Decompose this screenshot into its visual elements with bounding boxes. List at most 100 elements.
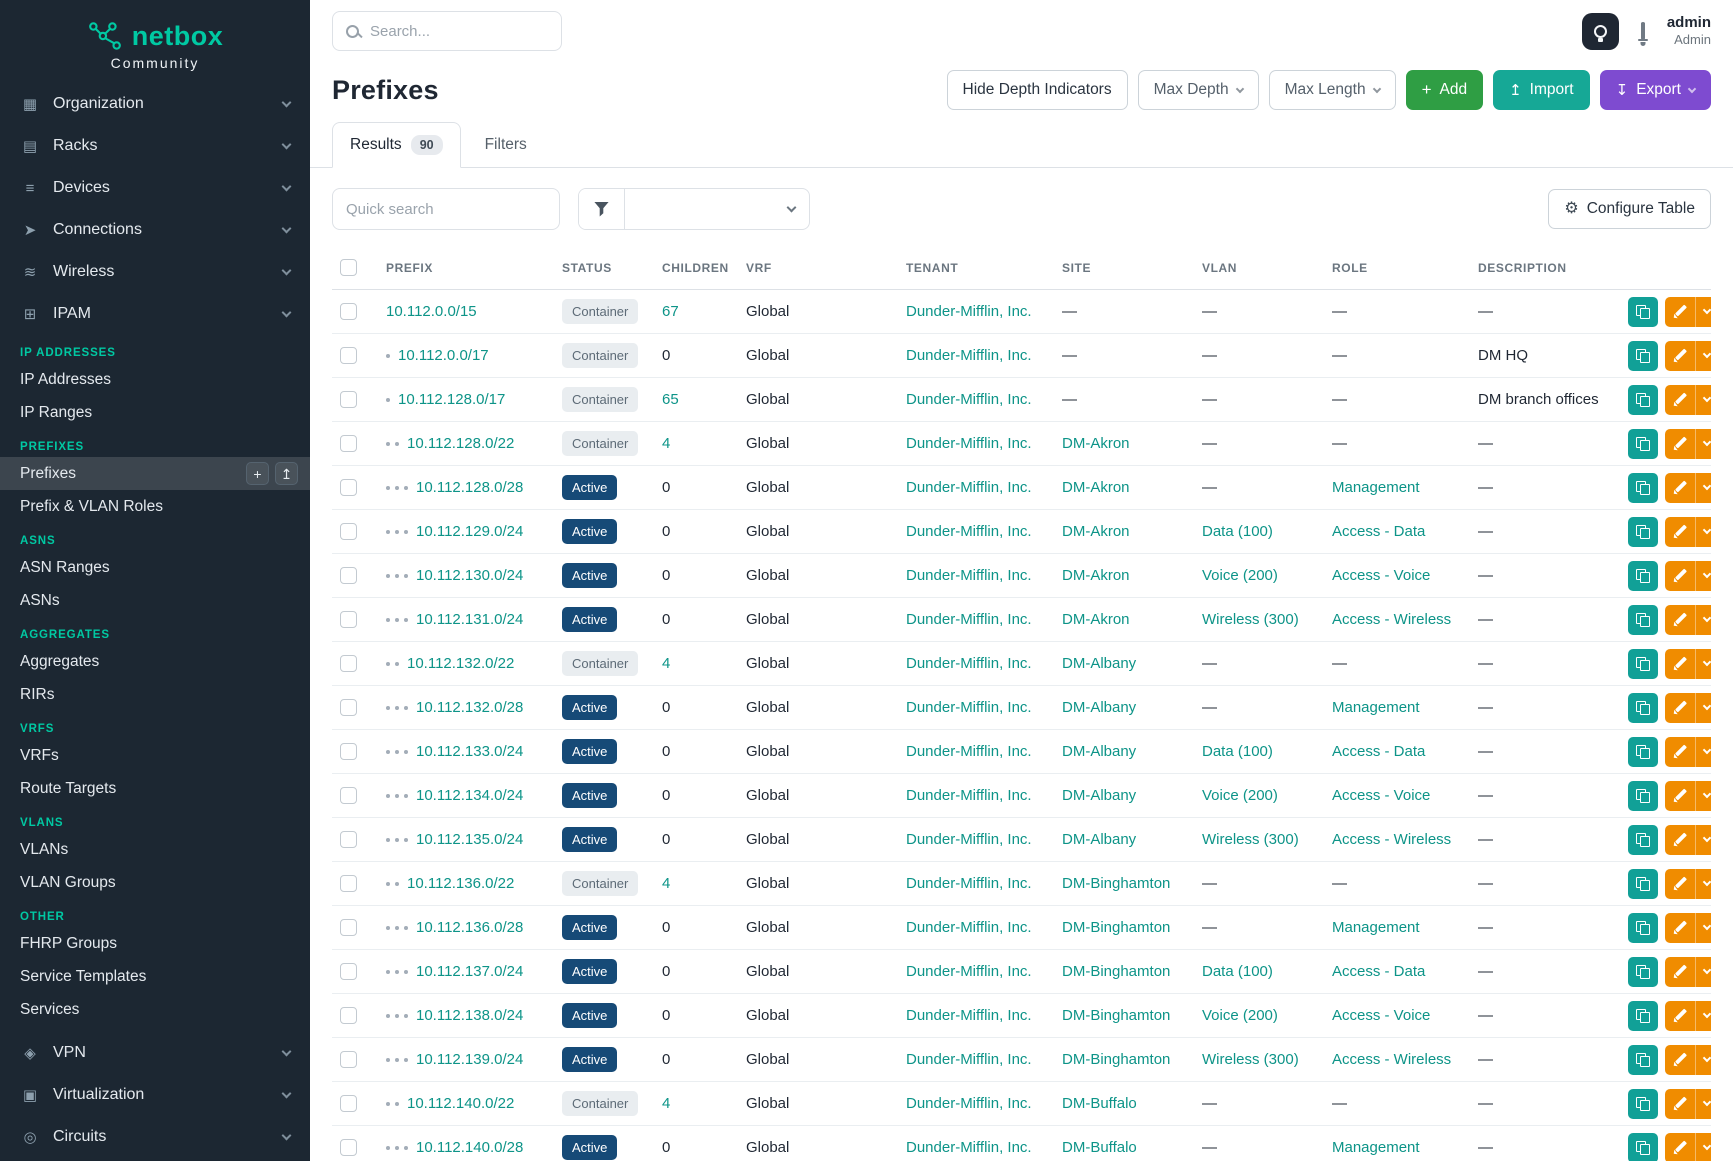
quick-search-input[interactable] — [332, 188, 560, 230]
edit-dropdown-button[interactable] — [1695, 956, 1711, 987]
edit-button[interactable] — [1665, 340, 1695, 371]
prefix-link[interactable]: 10.112.132.0/22 — [407, 655, 515, 672]
sidebar-item[interactable]: VLAN Groups — [0, 866, 310, 899]
children-count[interactable]: 4 — [662, 655, 671, 672]
edit-dropdown-button[interactable] — [1695, 692, 1711, 723]
copy-button[interactable] — [1628, 516, 1658, 547]
site-link[interactable]: DM-Akron — [1062, 435, 1130, 452]
sidebar-nav-item[interactable]: ▣ Virtualization — [0, 1074, 310, 1116]
edit-button[interactable] — [1665, 692, 1695, 723]
logo-block[interactable]: netbox Community — [0, 0, 310, 83]
tenant-link[interactable]: Dunder-Mifflin, Inc. — [906, 523, 1032, 540]
role-link[interactable]: Management — [1332, 699, 1420, 716]
edit-dropdown-button[interactable] — [1695, 1132, 1711, 1161]
prefix-link[interactable]: 10.112.131.0/24 — [416, 611, 524, 628]
vlan-link[interactable]: Data (100) — [1202, 743, 1273, 760]
edit-button[interactable] — [1665, 1088, 1695, 1119]
site-link[interactable]: DM-Akron — [1062, 479, 1130, 496]
site-link[interactable]: DM-Buffalo — [1062, 1095, 1137, 1112]
sidebar-nav-item[interactable]: ▦ Organization — [0, 83, 310, 125]
sidebar-nav-item[interactable]: ≋ Wireless — [0, 251, 310, 293]
role-link[interactable]: Management — [1332, 919, 1420, 936]
sidebar-nav-item[interactable]: ◎ Circuits — [0, 1116, 310, 1158]
site-link[interactable]: DM-Akron — [1062, 567, 1130, 584]
site-link[interactable]: DM-Akron — [1062, 611, 1130, 628]
prefix-link[interactable]: 10.112.130.0/24 — [416, 567, 524, 584]
tenant-link[interactable]: Dunder-Mifflin, Inc. — [906, 1139, 1032, 1156]
copy-button[interactable] — [1628, 956, 1658, 987]
edit-button[interactable] — [1665, 472, 1695, 503]
row-checkbox[interactable] — [340, 303, 357, 321]
vlan-link[interactable]: Wireless (300) — [1202, 611, 1299, 628]
role-link[interactable]: Access - Voice — [1332, 787, 1431, 804]
tenant-link[interactable]: Dunder-Mifflin, Inc. — [906, 963, 1032, 980]
children-count[interactable]: 67 — [662, 303, 679, 320]
row-checkbox[interactable] — [340, 963, 357, 981]
role-link[interactable]: Access - Wireless — [1332, 1051, 1452, 1068]
edit-button[interactable] — [1665, 736, 1695, 767]
edit-dropdown-button[interactable] — [1695, 648, 1711, 679]
tab[interactable]: Results 90 — [332, 122, 461, 168]
tenant-link[interactable]: Dunder-Mifflin, Inc. — [906, 1007, 1032, 1024]
tenant-link[interactable]: Dunder-Mifflin, Inc. — [906, 787, 1032, 804]
edit-dropdown-button[interactable] — [1695, 296, 1711, 327]
tenant-link[interactable]: Dunder-Mifflin, Inc. — [906, 479, 1032, 496]
sidebar-item[interactable]: FHRP Groups — [0, 927, 310, 960]
site-link[interactable]: DM-Binghamton — [1062, 919, 1171, 936]
prefix-link[interactable]: 10.112.136.0/28 — [416, 919, 524, 936]
notifications-button[interactable] — [1637, 20, 1649, 43]
copy-button[interactable] — [1628, 692, 1658, 723]
edit-button[interactable] — [1665, 824, 1695, 855]
column-header-role[interactable]: ROLE — [1324, 246, 1470, 290]
prefix-link[interactable]: 10.112.140.0/22 — [407, 1095, 515, 1112]
vlan-link[interactable]: Voice (200) — [1202, 787, 1278, 804]
edit-button[interactable] — [1665, 648, 1695, 679]
prefix-link[interactable]: 10.112.134.0/24 — [416, 787, 524, 804]
edit-dropdown-button[interactable] — [1695, 1000, 1711, 1031]
sidebar-item[interactable]: VRFs — [0, 739, 310, 772]
site-link[interactable]: DM-Binghamton — [1062, 1051, 1171, 1068]
copy-button[interactable] — [1628, 1044, 1658, 1075]
sidebar-nav-item[interactable]: ◈ VPN — [0, 1032, 310, 1074]
prefix-link[interactable]: 10.112.140.0/28 — [416, 1139, 524, 1156]
tenant-link[interactable]: Dunder-Mifflin, Inc. — [906, 875, 1032, 892]
sidebar-item[interactable]: VLANs — [0, 833, 310, 866]
copy-button[interactable] — [1628, 736, 1658, 767]
vlan-link[interactable]: Wireless (300) — [1202, 1051, 1299, 1068]
quick-add-button[interactable] — [246, 462, 269, 485]
column-header-description[interactable]: DESCRIPTION — [1470, 246, 1620, 290]
edit-button[interactable] — [1665, 428, 1695, 459]
tenant-link[interactable]: Dunder-Mifflin, Inc. — [906, 699, 1032, 716]
copy-button[interactable] — [1628, 1132, 1658, 1161]
prefix-link[interactable]: 10.112.128.0/22 — [407, 435, 515, 452]
edit-button[interactable] — [1665, 516, 1695, 547]
edit-button[interactable] — [1665, 296, 1695, 327]
sidebar-item[interactable]: Aggregates — [0, 645, 310, 678]
children-count[interactable]: 4 — [662, 875, 671, 892]
children-count[interactable]: 65 — [662, 391, 679, 408]
edit-dropdown-button[interactable] — [1695, 736, 1711, 767]
vlan-link[interactable]: Wireless (300) — [1202, 831, 1299, 848]
edit-dropdown-button[interactable] — [1695, 1088, 1711, 1119]
row-checkbox[interactable] — [340, 567, 357, 585]
sidebar-item[interactable]: Prefixes — [0, 457, 310, 490]
prefix-link[interactable]: 10.112.129.0/24 — [416, 523, 524, 540]
user-menu[interactable]: admin Admin — [1667, 14, 1711, 49]
row-checkbox[interactable] — [340, 611, 357, 629]
prefix-link[interactable]: 10.112.135.0/24 — [416, 831, 524, 848]
global-search-input[interactable] — [370, 22, 569, 40]
column-header-vlan[interactable]: VLAN — [1194, 246, 1324, 290]
tenant-link[interactable]: Dunder-Mifflin, Inc. — [906, 655, 1032, 672]
prefix-link[interactable]: 10.112.136.0/22 — [407, 875, 515, 892]
vlan-link[interactable]: Data (100) — [1202, 523, 1273, 540]
site-link[interactable]: DM-Binghamton — [1062, 875, 1171, 892]
site-link[interactable]: DM-Albany — [1062, 831, 1137, 848]
tenant-link[interactable]: Dunder-Mifflin, Inc. — [906, 743, 1032, 760]
sidebar-item[interactable]: RIRs — [0, 678, 310, 711]
copy-button[interactable] — [1628, 604, 1658, 635]
edit-button[interactable] — [1665, 560, 1695, 591]
edit-dropdown-button[interactable] — [1695, 1044, 1711, 1075]
copy-button[interactable] — [1628, 296, 1658, 327]
copy-button[interactable] — [1628, 1088, 1658, 1119]
vlan-link[interactable]: Voice (200) — [1202, 567, 1278, 584]
